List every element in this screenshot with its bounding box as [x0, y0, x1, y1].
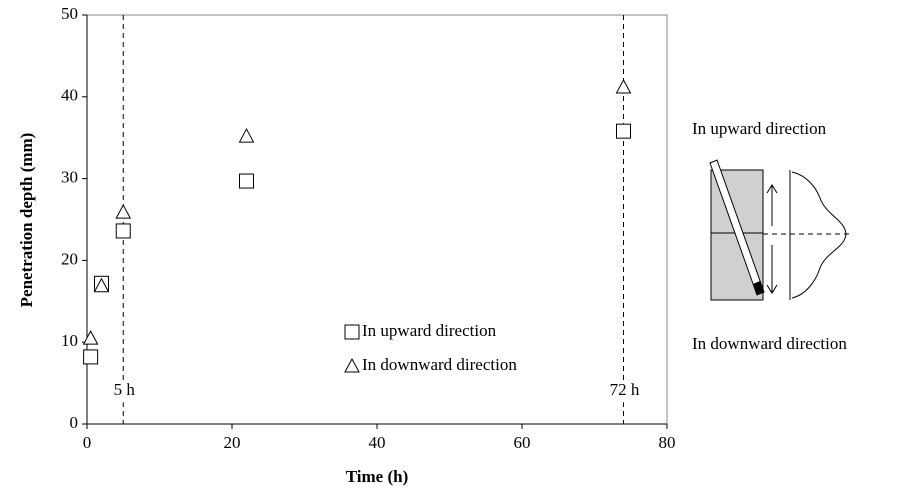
x-tick-label: 60	[514, 433, 531, 452]
diagram-top-label: In upward direction	[692, 119, 827, 138]
x-tick-label: 40	[369, 433, 386, 452]
diagram-bottom-label: In downward direction	[692, 334, 847, 353]
triangle-marker	[115, 204, 132, 219]
y-tick-label: 0	[70, 413, 79, 432]
y-tick-label: 10	[61, 331, 78, 350]
diagram: In upward direction In downward directio…	[692, 119, 852, 353]
square-marker	[239, 173, 254, 189]
square-marker	[115, 223, 131, 239]
triangle-marker	[615, 78, 632, 94]
profile-curve	[791, 171, 847, 299]
reference-label-bg	[609, 380, 640, 403]
rod-tip	[753, 281, 764, 295]
y-tick-label: 20	[61, 249, 78, 268]
reference-label: 5 h	[114, 380, 136, 399]
legend-label: In upward direction	[362, 321, 497, 340]
square-marker	[344, 324, 360, 340]
y-tick-label: 30	[61, 168, 78, 187]
y-tick-label: 50	[61, 4, 78, 23]
x-tick-label: 80	[659, 433, 676, 452]
reference-label-bg	[109, 380, 140, 403]
legend-label: In downward direction	[362, 355, 517, 374]
y-tick-label: 40	[61, 86, 78, 105]
arrows	[766, 184, 778, 294]
x-tick-label: 0	[83, 433, 92, 452]
y-axis-title: Penetration depth (mm)	[17, 133, 36, 308]
triangle-marker	[93, 277, 110, 293]
square-marker	[83, 349, 99, 365]
x-axis-title: Time (h)	[346, 467, 409, 486]
triangle-marker	[82, 330, 99, 345]
square-marker	[616, 123, 631, 139]
reference-label: 72 h	[610, 380, 640, 399]
x-tick-label: 20	[224, 433, 241, 452]
triangle-marker	[344, 357, 360, 373]
triangle-marker	[238, 128, 255, 143]
